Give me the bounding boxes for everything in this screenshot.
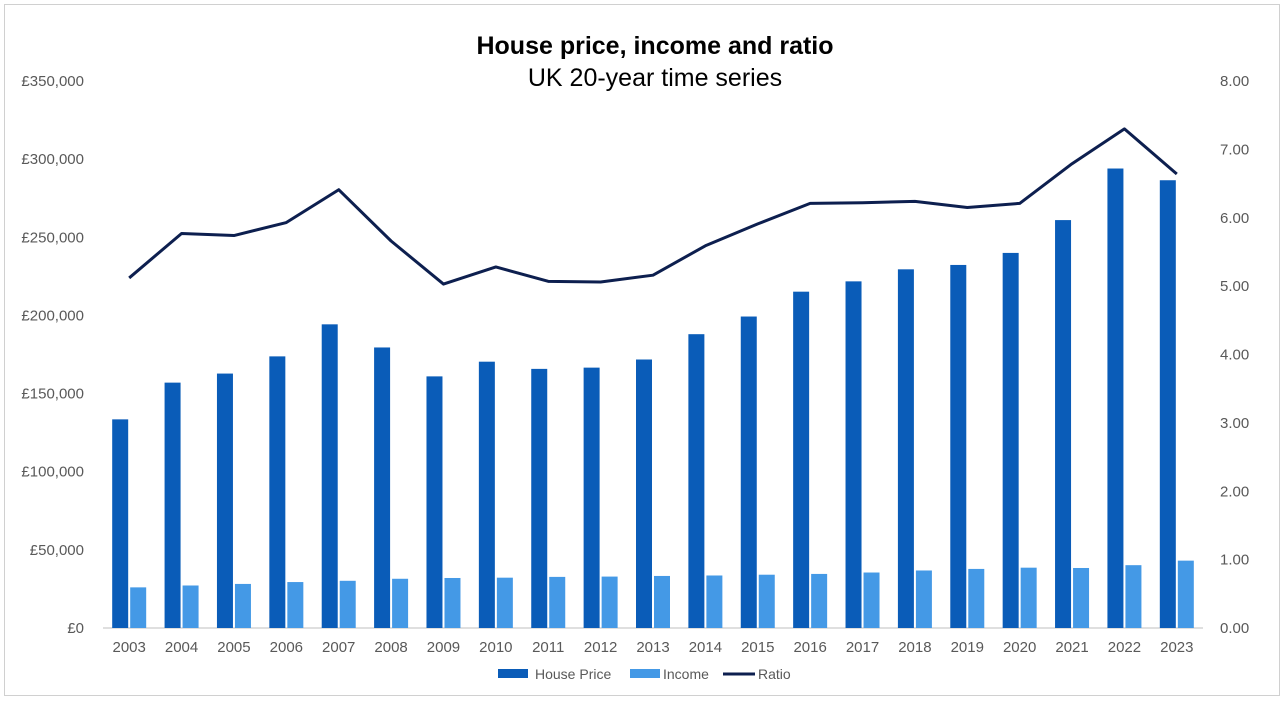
income-bar bbox=[1177, 560, 1194, 628]
house-price-bar bbox=[164, 382, 181, 628]
legend-income-swatch bbox=[630, 669, 660, 678]
house-price-bar bbox=[478, 361, 495, 628]
x-tick-label: 2017 bbox=[846, 639, 879, 656]
income-bar bbox=[444, 577, 461, 628]
income-bar bbox=[706, 575, 723, 628]
income-bar bbox=[1073, 567, 1090, 628]
x-tick-label: 2011 bbox=[532, 639, 564, 656]
house-price-bar bbox=[531, 368, 548, 628]
x-tick-label: 2003 bbox=[113, 639, 146, 656]
house-price-bar bbox=[216, 373, 233, 628]
income-bar bbox=[1020, 567, 1037, 628]
house-price-bar bbox=[845, 281, 862, 628]
house-price-bar bbox=[1159, 180, 1176, 628]
y-right-tick-label: 1.00 bbox=[1220, 552, 1249, 569]
x-tick-label: 2008 bbox=[374, 639, 407, 656]
income-bar bbox=[811, 573, 828, 628]
y-left-tick-label: £0 bbox=[67, 620, 84, 637]
income-bar bbox=[758, 574, 775, 628]
house-price-bar bbox=[583, 367, 600, 628]
x-tick-label: 2012 bbox=[584, 639, 617, 656]
y-left-tick-label: £300,000 bbox=[21, 151, 84, 168]
house-price-bar bbox=[897, 269, 914, 628]
chart-subtitle: UK 20-year time series bbox=[527, 64, 783, 92]
income-bar bbox=[915, 570, 932, 628]
income-bar bbox=[392, 578, 409, 628]
y-right-tick-label: 2.00 bbox=[1220, 483, 1249, 500]
house-price-bar bbox=[688, 334, 705, 628]
y-left-tick-label: £50,000 bbox=[30, 542, 84, 559]
income-bar bbox=[549, 576, 566, 628]
y-right-tick-label: 3.00 bbox=[1220, 415, 1249, 432]
x-tick-label: 2005 bbox=[217, 639, 250, 656]
x-tick-label: 2023 bbox=[1160, 639, 1193, 656]
legend-income-label: Income bbox=[663, 666, 709, 682]
legend-house-price-label: House Price bbox=[535, 666, 611, 682]
house-price-bar bbox=[636, 359, 652, 628]
income-bar bbox=[1125, 565, 1142, 628]
y-left-tick-label: £250,000 bbox=[21, 229, 84, 246]
y-right-tick-label: 4.00 bbox=[1220, 347, 1249, 364]
chart-title: House price, income and ratio bbox=[476, 32, 834, 60]
x-tick-label: 2009 bbox=[427, 639, 460, 656]
x-tick-label: 2007 bbox=[322, 639, 355, 656]
income-bar bbox=[654, 575, 670, 628]
legend-house-price-swatch bbox=[498, 669, 528, 678]
ratio-line bbox=[128, 127, 1178, 286]
legend-ratio-label: Ratio bbox=[758, 666, 791, 682]
house-price-bar bbox=[269, 356, 286, 628]
house-price-bar bbox=[374, 347, 391, 628]
house-price-bar bbox=[426, 376, 443, 628]
income-bar bbox=[234, 583, 251, 628]
x-tick-label: 2022 bbox=[1108, 639, 1141, 656]
x-tick-label: 2019 bbox=[951, 639, 984, 656]
income-bar bbox=[339, 580, 356, 628]
income-bar bbox=[496, 577, 513, 628]
x-tick-label: 2018 bbox=[898, 639, 931, 656]
house-price-bar bbox=[112, 419, 129, 628]
x-tick-label: 2004 bbox=[165, 639, 198, 656]
house-price-bar bbox=[740, 316, 757, 628]
y-right-tick-label: 5.00 bbox=[1220, 278, 1249, 295]
x-tick-label: 2021 bbox=[1055, 639, 1088, 656]
income-bar bbox=[182, 585, 199, 628]
y-right-tick-label: 6.00 bbox=[1220, 210, 1249, 227]
x-tick-label: 2016 bbox=[793, 639, 826, 656]
income-bar bbox=[287, 582, 304, 628]
house-price-bar bbox=[1002, 252, 1019, 628]
x-tick-label: 2015 bbox=[741, 639, 774, 656]
income-bar bbox=[601, 576, 618, 628]
house-price-bar bbox=[1055, 220, 1072, 628]
y-left-tick-label: £100,000 bbox=[21, 464, 84, 481]
y-right-tick-label: 8.00 bbox=[1220, 73, 1249, 90]
x-tick-label: 2010 bbox=[479, 639, 512, 656]
x-tick-label: 2006 bbox=[270, 639, 303, 656]
y-left-tick-label: £150,000 bbox=[21, 386, 84, 403]
y-left-tick-label: £200,000 bbox=[21, 307, 84, 324]
x-tick-label: 2013 bbox=[636, 639, 669, 656]
house-price-bar bbox=[793, 291, 810, 628]
income-bar bbox=[130, 587, 147, 628]
y-right-tick-label: 0.00 bbox=[1220, 620, 1249, 637]
x-tick-label: 2014 bbox=[689, 639, 722, 656]
house-price-bar bbox=[1107, 168, 1124, 628]
house-price-bar bbox=[950, 264, 967, 628]
x-tick-label: 2020 bbox=[1003, 639, 1036, 656]
y-left-tick-label: £350,000 bbox=[21, 73, 84, 90]
house-price-bar bbox=[321, 324, 338, 628]
income-bar bbox=[863, 572, 880, 628]
y-right-tick-label: 7.00 bbox=[1220, 141, 1249, 158]
income-bar bbox=[968, 568, 985, 628]
